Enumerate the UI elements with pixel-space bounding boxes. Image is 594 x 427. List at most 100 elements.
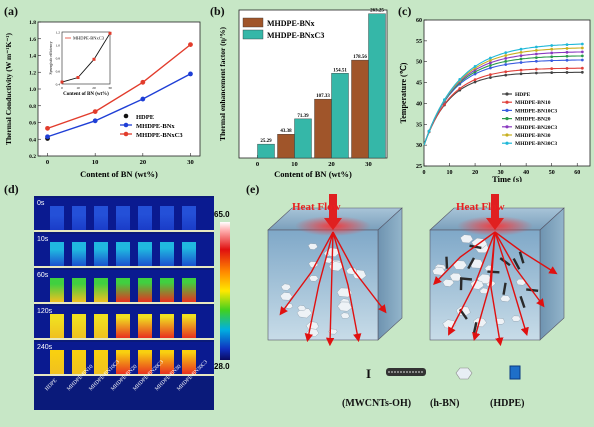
thermal-sample-bar — [72, 350, 86, 374]
data-point-c — [504, 54, 508, 57]
data-point-c — [580, 66, 584, 70]
y-tick-label-c: 40 — [416, 101, 422, 107]
data-point-c — [443, 98, 446, 102]
x-tick-label-a: 20 — [140, 159, 147, 166]
heat-conduction-path — [494, 231, 545, 308]
cube-model-II — [429, 194, 565, 347]
panel-b-label: (b) — [210, 4, 225, 18]
heat-conduction-path — [490, 231, 504, 347]
hbn-flake — [494, 317, 506, 325]
y-tick-label-a: 0.8 — [29, 104, 36, 110]
thermal-sample-bar — [50, 242, 64, 266]
data-point-c — [534, 52, 538, 56]
data-point-c — [580, 54, 584, 58]
hdpe-legend-icon — [509, 365, 521, 380]
inset-y-tick-label: 1.2 — [56, 31, 61, 35]
data-point-c — [504, 73, 508, 77]
data-point-c — [534, 45, 538, 49]
bar-value-label-b: 178.56 — [353, 55, 367, 60]
data-point-c — [550, 51, 554, 55]
hbn-flake — [280, 283, 292, 291]
thermal-color-scale — [220, 222, 230, 360]
cube-model-I — [267, 194, 403, 347]
legend-marker-c — [505, 117, 509, 121]
bar-value-label-b: 71.39 — [297, 114, 309, 119]
x-tick-label-c: 0 — [423, 170, 426, 176]
y-axis-label-a: Thermal Conductivity (W m⁻¹K⁻¹) — [4, 32, 13, 145]
bar-b — [277, 134, 295, 159]
thermal-sample-bar — [72, 278, 86, 302]
data-point-c — [565, 47, 569, 50]
thermal-sample-bar — [182, 206, 196, 230]
panel-a-label: (a) — [4, 4, 18, 18]
legend-marker-a — [123, 122, 129, 128]
data-point-c — [504, 51, 508, 55]
inset-x-tick-label: 30 — [108, 86, 112, 90]
inset-x-tick-label: 10 — [76, 86, 80, 90]
x-tick-label-a: 0 — [46, 159, 49, 166]
hbn-flake — [442, 278, 455, 287]
y-axis-label-b: Thermal enhancement factor (η/%) — [218, 27, 227, 141]
thermal-image-panel: 0s 10s 60s 120s 240s HDPE MHDPE-BN10 MHDPE-BN10… — [34, 196, 214, 410]
mwcnt-fiber — [502, 282, 507, 295]
panel-e-label: (e) — [246, 182, 260, 196]
thermal-time-label: 120s — [37, 308, 53, 315]
y-tick-label-c: 35 — [416, 122, 422, 128]
thermal-row: 120s — [34, 306, 214, 340]
data-point-c — [580, 42, 584, 46]
heat-conduction-path — [325, 231, 335, 347]
legend-marker-c — [505, 125, 509, 129]
data-point-c — [519, 68, 523, 72]
inset-point — [60, 80, 64, 84]
thermal-sample-bar — [160, 350, 174, 374]
y-tick-label-a: 1.8 — [29, 20, 36, 26]
heat-flow-arrow-shaft — [491, 194, 499, 218]
thermal-sample-bar — [116, 350, 130, 374]
thermal-sample-bar — [116, 314, 130, 338]
bar-b — [257, 143, 275, 159]
thermal-sample-bar — [138, 278, 152, 302]
legend-label-c: MHDPE-BN20 — [515, 117, 551, 123]
data-point-c — [473, 78, 477, 82]
thermal-sample-bar — [138, 350, 152, 374]
series-line-a — [47, 73, 191, 138]
y-tick-label-a: 1.2 — [29, 70, 36, 76]
data-point-a — [188, 71, 193, 77]
thermal-scale-max: 65.0 — [214, 210, 230, 219]
cube-side-face — [377, 207, 403, 341]
thermal-sample-bar — [182, 314, 196, 338]
data-point-c — [489, 66, 492, 70]
x-tick-label-b: 20 — [328, 161, 335, 168]
data-point-c — [580, 50, 584, 54]
thermal-sample-bar — [138, 314, 152, 338]
data-point-c — [504, 63, 508, 66]
data-point-c — [504, 56, 508, 60]
mwcnt-legend-icon — [386, 368, 426, 376]
data-point-a — [188, 42, 193, 48]
legend-label-a: MHDPE-BNx — [136, 123, 175, 130]
bar-value-label-b: 43.38 — [280, 129, 292, 134]
inset-y-tick-label: 0.4 — [56, 83, 61, 87]
data-point-a — [92, 118, 98, 124]
y-tick-label-a: 0.4 — [29, 137, 36, 143]
inset-y-tick-label: 0.8 — [56, 57, 61, 61]
thermal-sample-bar — [116, 206, 130, 230]
data-point-c — [550, 47, 554, 51]
hbn-flake — [337, 301, 353, 312]
mwcnt-fiber — [519, 295, 526, 309]
hbn-flake — [308, 275, 319, 282]
series-line-c — [423, 71, 583, 146]
data-point-c — [504, 70, 508, 74]
thermal-sample-bar — [138, 206, 152, 230]
x-tick-label-c: 20 — [472, 170, 478, 176]
hbn-flake — [279, 292, 293, 301]
bar-b — [314, 98, 332, 159]
bar-value-label-b: 25.29 — [260, 139, 272, 144]
thermal-sample-bar — [160, 242, 174, 266]
data-point-c — [427, 129, 431, 133]
legend-marker-c — [505, 92, 509, 96]
heat-flow-arrow-shaft — [329, 194, 337, 218]
hbn-flake — [346, 267, 358, 275]
data-point-c — [565, 54, 569, 58]
heat-flow-label-right: Heat Flow — [456, 201, 505, 213]
